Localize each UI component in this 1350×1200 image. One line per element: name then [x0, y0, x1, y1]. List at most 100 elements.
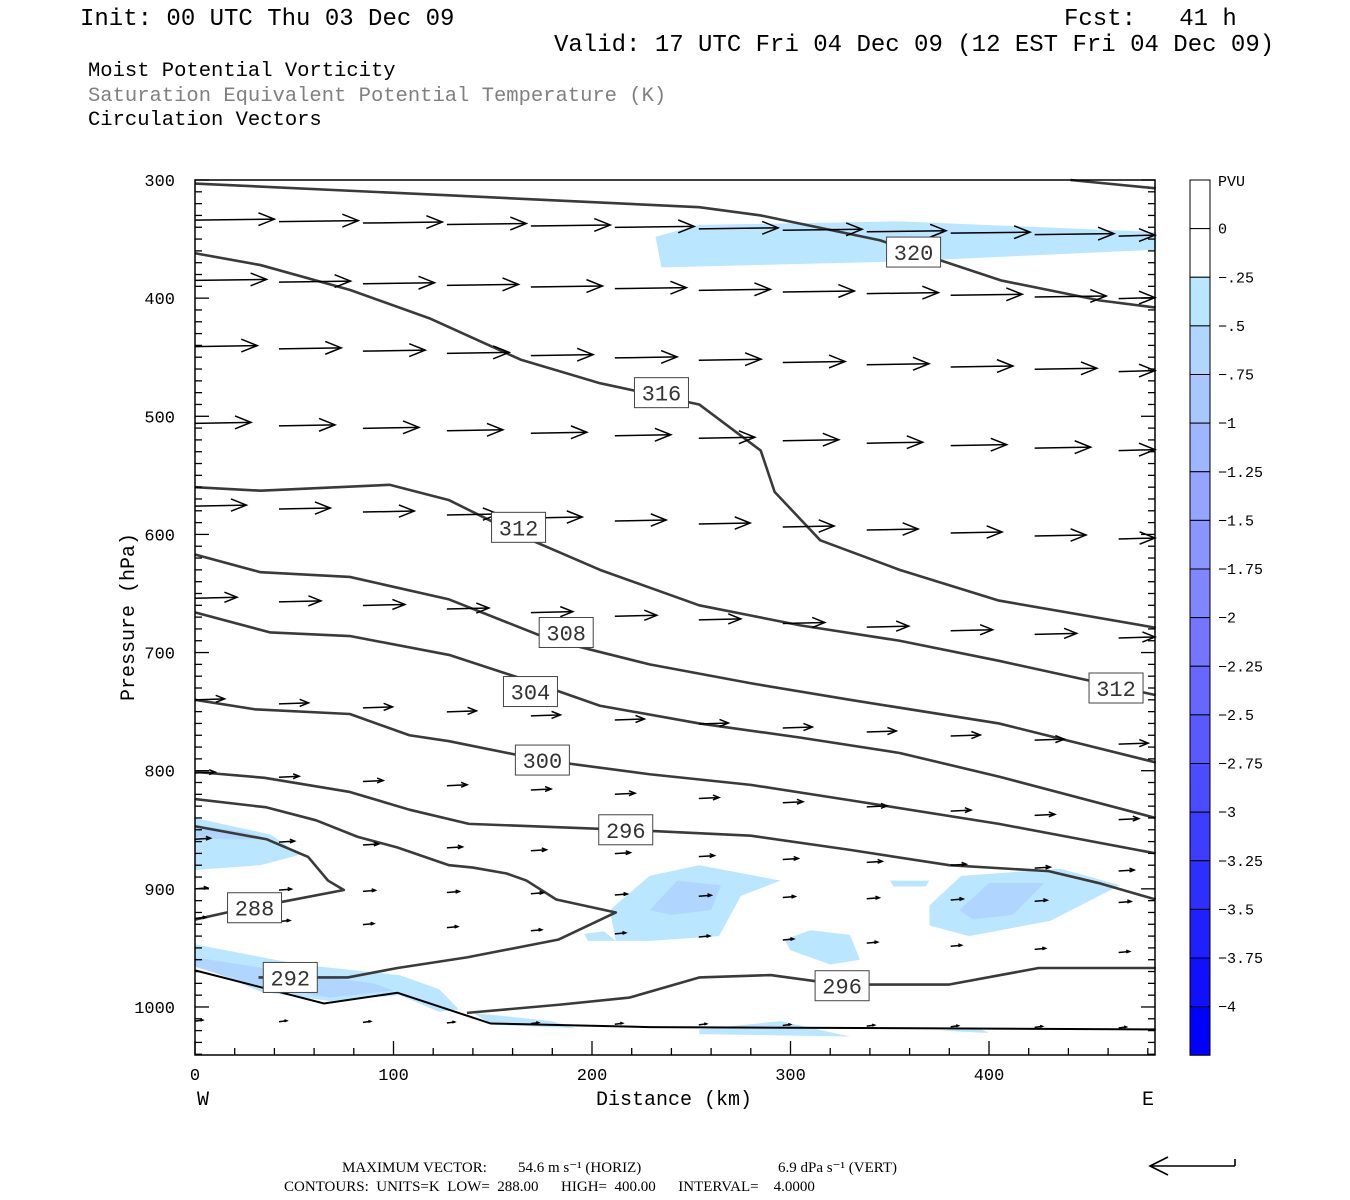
vector-head — [1097, 226, 1117, 241]
vector-head — [871, 1023, 877, 1027]
vector-head — [670, 280, 689, 295]
vector-shaft — [1118, 742, 1149, 745]
vector-arrow — [1034, 288, 1109, 304]
colorbar-label: −.5 — [1218, 319, 1245, 336]
vector-shaft — [362, 603, 405, 607]
vector-arrow — [278, 501, 333, 515]
vector-head — [660, 349, 680, 365]
vector-arrow — [1034, 1024, 1045, 1029]
vector-shaft — [698, 854, 715, 858]
vector-head — [961, 861, 969, 867]
vector-shaft — [782, 525, 835, 528]
vector-head — [619, 1021, 625, 1025]
vector-shaft — [1034, 534, 1087, 537]
vector-arrow — [530, 605, 575, 618]
vector-arrow — [950, 437, 1009, 452]
vector-head — [250, 272, 269, 287]
vector-head — [875, 895, 882, 900]
colorbar-bin — [1189, 908, 1211, 959]
vector-arrow — [1034, 734, 1067, 744]
colorbar-bin — [1189, 957, 1211, 1008]
vector-shaft — [866, 730, 897, 733]
y-tick-label: 500 — [144, 409, 175, 428]
vector-head — [625, 850, 633, 856]
vector-head — [1125, 949, 1132, 954]
pv-shaded-region — [959, 882, 1045, 920]
vector-arrow — [782, 283, 857, 299]
vector-arrow — [614, 790, 638, 797]
vector-head — [202, 915, 208, 920]
vector-head — [454, 924, 460, 929]
vector-head — [1127, 899, 1134, 904]
colorbar-bin — [1189, 714, 1211, 764]
vector-arrow — [866, 435, 925, 450]
vector-head — [510, 216, 529, 231]
contour-info: CONTOURS: UNITS=K LOW= 288.00 HIGH= 400.… — [284, 1179, 815, 1195]
colorbar-bin — [1189, 568, 1211, 619]
vector-arrow — [446, 924, 460, 929]
vector-shaft — [950, 863, 967, 866]
vector-arrow — [1034, 528, 1089, 542]
vector-arrow — [614, 609, 659, 622]
contour-label: 296 — [606, 820, 646, 845]
vector-head — [895, 620, 911, 632]
vector-arrow — [278, 1019, 289, 1023]
vector-head — [314, 501, 333, 515]
vector-head — [902, 522, 921, 536]
vector-shaft — [530, 353, 594, 357]
contour-line-308 — [194, 553, 1157, 764]
vector-shaft — [362, 779, 384, 783]
contour-label: 300 — [523, 750, 563, 775]
colorbar-label: −3.5 — [1218, 902, 1254, 919]
vector-head — [754, 282, 773, 297]
contour-line-296 — [194, 770, 1157, 901]
vector-shaft — [278, 702, 309, 705]
contour-label-box — [491, 511, 547, 543]
vector-shaft — [614, 286, 687, 290]
vector-shaft — [614, 718, 645, 721]
colorbar-bin — [1189, 617, 1211, 667]
contour-label-box — [598, 814, 654, 846]
contour-line-296 — [466, 966, 1156, 1015]
vector-head — [215, 694, 227, 704]
vector-shaft — [278, 424, 336, 427]
circulation-vectors — [194, 212, 1158, 1029]
vector-arrow — [782, 354, 848, 369]
vector-head — [205, 835, 213, 841]
max-vector-horiz: 54.6 m s⁻¹ (HORIZ) — [518, 1160, 641, 1176]
vector-arrow — [446, 602, 491, 614]
vector-head — [822, 432, 841, 447]
vector-arrow — [194, 498, 249, 512]
vector-head — [1043, 898, 1050, 903]
colorbar-label: −1 — [1218, 416, 1236, 433]
vector-head — [342, 213, 361, 228]
contour-line-304 — [194, 611, 1157, 820]
vector-head — [1055, 734, 1067, 744]
vector-shaft — [950, 809, 971, 812]
vector-arrow — [866, 285, 941, 300]
pv-shaded-region — [584, 931, 616, 941]
vector-head — [727, 613, 743, 625]
vector-arrow — [1118, 738, 1151, 748]
vector-arrow — [614, 427, 673, 442]
title-theta-es: Saturation Equivalent Potential Temperat… — [88, 85, 666, 108]
vector-arrow — [782, 937, 796, 942]
vector-shaft — [194, 504, 247, 507]
vector-arrow — [446, 844, 465, 850]
vector-head — [486, 422, 505, 437]
vector-shaft — [614, 792, 636, 795]
vector-arrow — [698, 352, 764, 367]
vector-arrow — [950, 225, 1033, 240]
vector-head — [1123, 1025, 1129, 1029]
vector-head — [371, 888, 378, 893]
vector-shaft — [614, 356, 678, 359]
vector-shaft — [950, 628, 993, 632]
vector-head — [996, 358, 1015, 374]
vector-shaft — [866, 860, 883, 864]
max-vector-vert: 6.9 dPa s⁻¹ (VERT) — [778, 1160, 897, 1176]
vector-shaft — [782, 726, 813, 729]
contour-label-box — [514, 744, 570, 776]
vector-arrow — [446, 706, 479, 716]
vector-arrow — [446, 216, 529, 231]
vector-arrow — [362, 214, 445, 230]
